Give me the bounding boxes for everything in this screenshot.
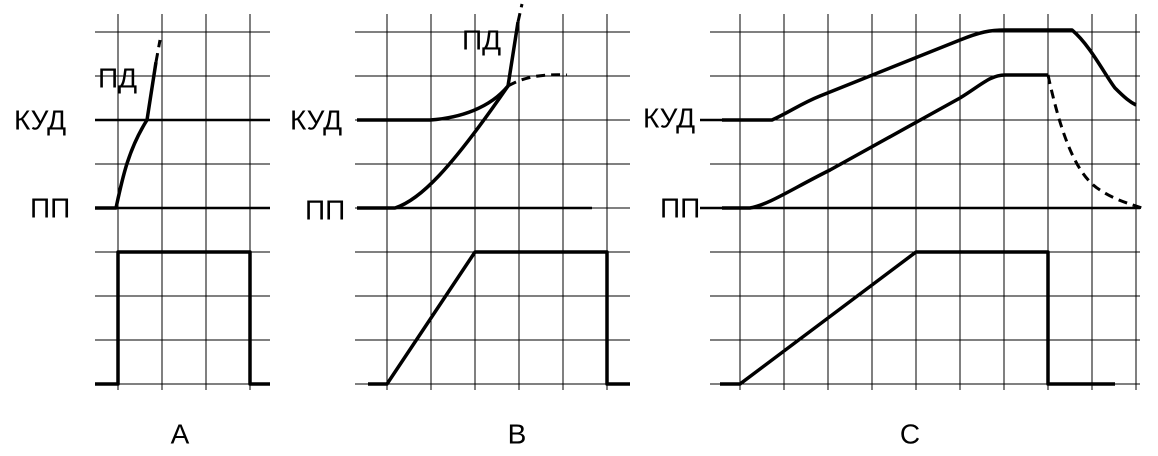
kud-label: КУД: [643, 102, 695, 133]
pp-label: ПП: [305, 194, 345, 225]
pd-label: ПД: [98, 62, 137, 93]
curve-dash: [507, 73, 568, 88]
curve: [722, 73, 1048, 210]
kud-label: КУД: [14, 104, 66, 135]
panel-label: C: [900, 418, 920, 449]
panel-label: B: [508, 418, 527, 449]
kud-label: КУД: [290, 104, 342, 135]
curve-dash: [1046, 74, 1143, 210]
ramp: [368, 250, 630, 386]
curve: [95, 61, 158, 210]
curve: [357, 85, 510, 210]
curve: [722, 28, 1137, 122]
ramp: [720, 250, 1115, 386]
curve-dash: [154, 39, 162, 63]
pulse: [95, 250, 270, 386]
panel-label: A: [171, 418, 190, 449]
curve-dash: [516, 3, 524, 23]
pd-label: ПД: [462, 24, 501, 55]
pp-label: ПП: [660, 192, 700, 223]
pp-label: ПП: [30, 192, 70, 223]
